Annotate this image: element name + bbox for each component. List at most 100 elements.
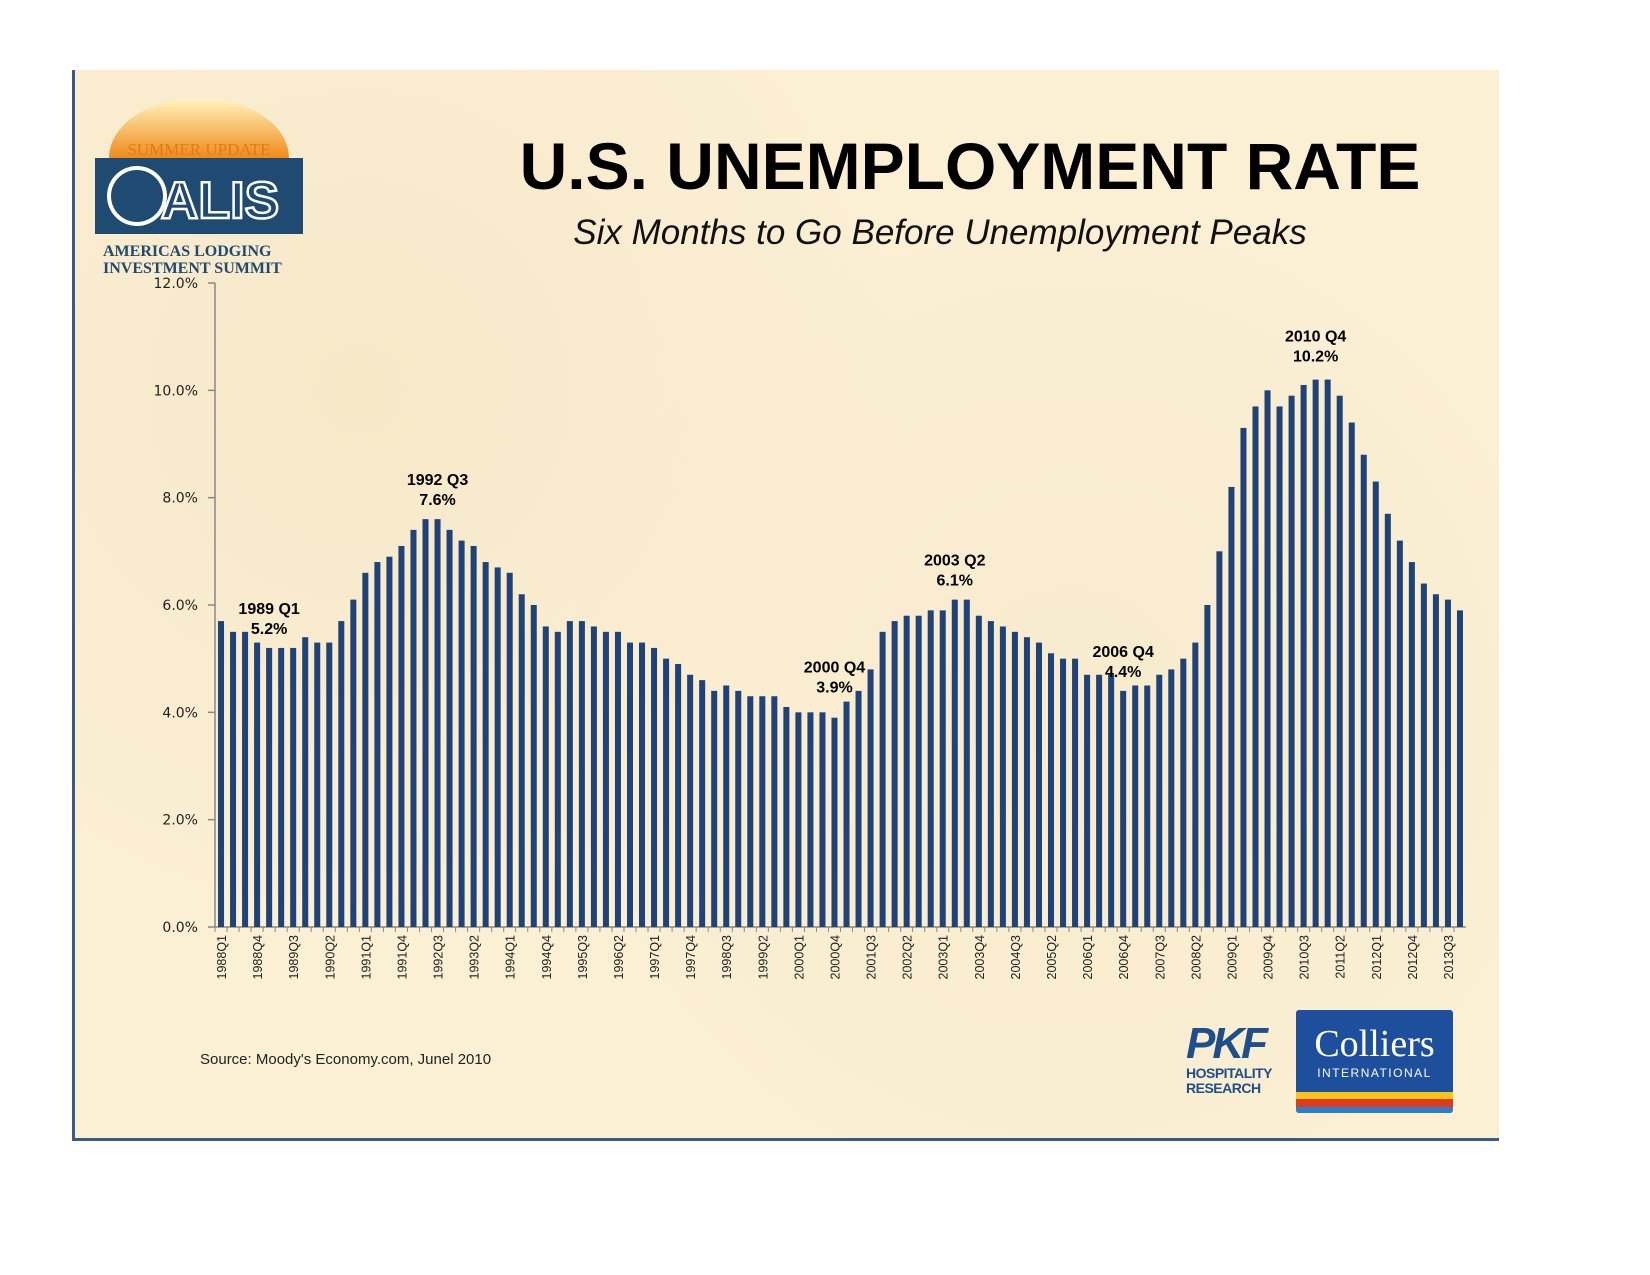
bar-1994Q4	[542, 626, 549, 927]
x-tick-label: 2006Q4	[1117, 935, 1131, 980]
x-tick-label: 1999Q2	[756, 935, 770, 980]
y-tick-label: 0.0%	[162, 920, 198, 936]
bar-2012Q3	[1396, 540, 1403, 927]
annotation-value: 5.2%	[251, 621, 287, 638]
x-tick-label: 2003Q1	[937, 935, 951, 980]
bar-1996Q1	[602, 631, 609, 927]
bar-1994Q3	[530, 605, 537, 927]
bar-2007Q4	[1168, 669, 1175, 927]
x-tick-label: 2000Q4	[828, 935, 842, 980]
x-tick-label: 2009Q4	[1262, 935, 1276, 980]
bar-1990Q1	[314, 642, 321, 927]
bar-1995Q2	[566, 621, 573, 927]
bar-1995Q3	[578, 621, 585, 927]
bar-1988Q1	[218, 621, 225, 927]
bar-1997Q4	[687, 674, 694, 927]
bar-1997Q2	[663, 658, 670, 927]
pkf-name: PKF	[1186, 1019, 1268, 1068]
bar-2011Q3	[1348, 422, 1355, 927]
bar-1996Q3	[626, 642, 634, 927]
bar-2005Q4	[1072, 658, 1079, 927]
bar-2005Q2	[1047, 653, 1055, 927]
annotation-value: 3.9%	[816, 680, 852, 697]
bar-1997Q3	[675, 664, 682, 927]
x-tick-label: 2007Q3	[1153, 935, 1167, 980]
bar-2005Q1	[1035, 642, 1042, 927]
bar-2006Q2	[1096, 674, 1103, 927]
bar-2000Q2	[807, 712, 814, 927]
bar-1998Q1	[699, 680, 706, 927]
bar-2007Q2	[1144, 685, 1151, 927]
bar-1988Q4	[254, 642, 261, 927]
x-tick-label: 1988Q1	[215, 935, 229, 980]
x-tick-label: 2013Q3	[1442, 935, 1456, 980]
bar-1999Q4	[783, 706, 790, 927]
bar-1993Q3	[482, 562, 489, 927]
bar-1996Q4	[639, 642, 646, 927]
x-tick-label: 2005Q2	[1045, 935, 1059, 980]
bar-2013Q2	[1432, 594, 1439, 927]
bar-2010Q3	[1300, 384, 1307, 927]
bar-2004Q1	[987, 621, 994, 927]
bar-2008Q2	[1192, 642, 1199, 927]
annotation-value: 10.2%	[1293, 349, 1338, 366]
bar-1989Q2	[278, 647, 285, 927]
bar-2000Q4	[831, 717, 838, 927]
bar-2013Q3	[1444, 599, 1451, 927]
bar-1989Q1	[266, 647, 273, 927]
annotation-label: 2010 Q4	[1285, 329, 1346, 346]
bar-2008Q1	[1180, 658, 1187, 927]
source-note: Source: Moody's Economy.com, Junel 2010	[200, 1051, 492, 1068]
bar-1993Q1	[458, 540, 465, 927]
bar-2009Q1	[1228, 486, 1235, 927]
bar-1991Q3	[386, 556, 393, 927]
annotation-label: 2000 Q4	[804, 660, 865, 677]
x-tick-label: 2011Q2	[1334, 935, 1348, 979]
bar-2013Q4	[1456, 610, 1463, 927]
alis-line2: INVESTMENT SUMMIT	[103, 260, 282, 277]
bar-2009Q3	[1252, 406, 1259, 927]
bar-2006Q1	[1084, 674, 1091, 927]
bar-1992Q4	[446, 529, 453, 927]
bar-2003Q1	[939, 610, 946, 927]
x-tick-label: 1991Q1	[359, 935, 373, 980]
annotation-label: 1992 Q3	[407, 472, 468, 489]
bar-1995Q1	[554, 631, 561, 927]
page-title: U.S. UNEMPLOYMENT RATE	[519, 129, 1421, 203]
bar-1991Q4	[398, 545, 405, 927]
bar-2007Q1	[1132, 685, 1139, 927]
x-tick-label: 1993Q2	[468, 935, 482, 980]
bar-2004Q3	[1011, 631, 1018, 927]
annotation-label: 1989 Q1	[238, 601, 299, 618]
bar-2001Q3	[867, 669, 874, 927]
x-tick-label: 1998Q3	[720, 935, 734, 980]
x-tick-label: 2006Q1	[1081, 935, 1095, 980]
x-tick-label: 2002Q2	[901, 935, 915, 980]
bar-2000Q3	[819, 712, 826, 927]
bar-2001Q2	[855, 690, 862, 927]
y-tick-label: 8.0%	[162, 491, 198, 507]
x-tick-label: 2012Q1	[1370, 935, 1384, 980]
bar-1999Q3	[771, 696, 778, 927]
x-tick-label: 1988Q4	[251, 935, 265, 980]
bar-1991Q1	[362, 572, 369, 927]
bar-1990Q2	[326, 642, 333, 927]
x-tick-label: 2010Q3	[1298, 935, 1312, 980]
bar-2000Q1	[795, 712, 802, 927]
y-tick-label: 10.0%	[154, 383, 198, 399]
x-tick-label: 2008Q2	[1189, 935, 1203, 980]
colliers-line1: INTERNATIONAL	[1317, 1066, 1432, 1080]
x-tick-label: 1994Q1	[504, 935, 518, 980]
bar-2003Q4	[975, 615, 982, 927]
slide-panel	[72, 70, 1499, 1141]
bar-2006Q4	[1120, 690, 1127, 927]
x-tick-label: 1990Q2	[323, 935, 337, 980]
bar-2001Q1	[843, 701, 850, 927]
bar-2002Q2	[903, 615, 910, 927]
bar-1993Q2	[470, 545, 477, 927]
annotation-value: 6.1%	[937, 573, 973, 590]
bar-2004Q2	[999, 626, 1006, 927]
colliers-name: Colliers	[1314, 1023, 1435, 1065]
x-tick-label: 1994Q4	[540, 935, 554, 980]
bar-2004Q4	[1023, 637, 1030, 927]
